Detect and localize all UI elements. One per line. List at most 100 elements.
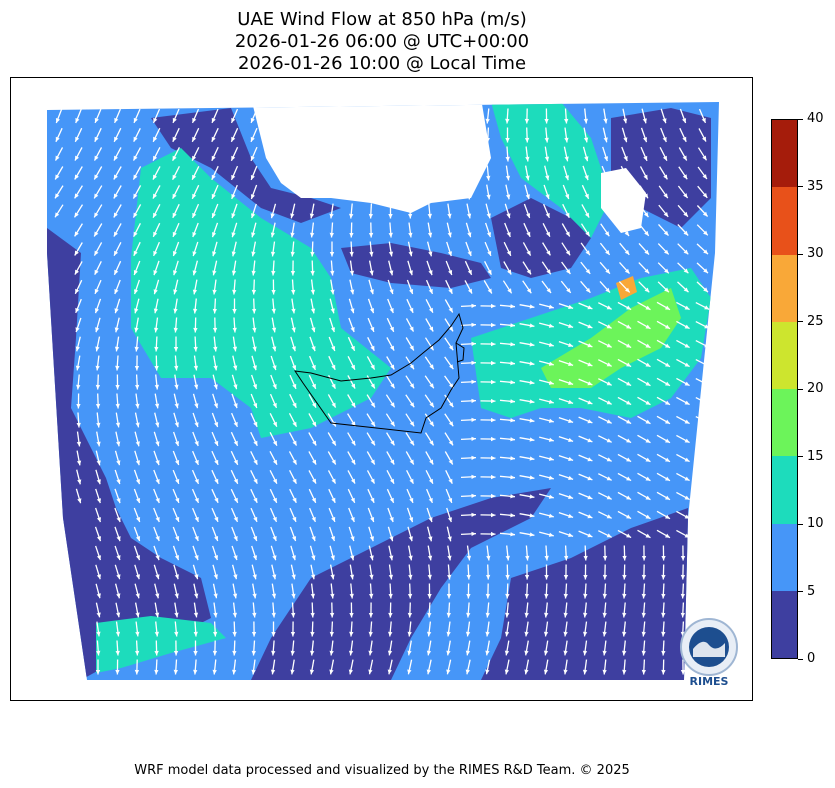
wind-arrow-head (486, 175, 491, 181)
wind-arrow-head (370, 517, 375, 522)
wind-arrow-head (563, 669, 568, 675)
wind-arrow-head (310, 612, 315, 618)
wind-arrow-head (529, 532, 535, 537)
colorbar-tick (798, 321, 803, 322)
wind-arrow-head (702, 174, 707, 179)
wind-arrow-head (487, 269, 492, 275)
wind-arrow-head (388, 251, 394, 257)
wind-arrow-head (447, 536, 452, 542)
wind-arrow-head (74, 193, 79, 199)
wind-arrow-head (192, 174, 197, 180)
map-title-line-2: 2026-01-26 06:00 @ UTC+00:00 (234, 31, 530, 52)
wind-arrow-head (491, 493, 496, 499)
wind-arrow-head (663, 212, 669, 217)
wind-arrow-head (389, 326, 394, 332)
wind-arrow-head (427, 213, 432, 219)
wind-arrow-head (250, 155, 255, 161)
wind-arrow-head (507, 288, 512, 294)
wind-arrow-head (153, 136, 158, 142)
wind-arrow-head (568, 380, 574, 385)
wind-arrow-head (116, 612, 121, 618)
wind-arrow-head (583, 575, 588, 580)
wind-arrow-head (96, 498, 101, 504)
wind-arrow-head (290, 650, 295, 656)
wind-arrow-head (194, 574, 199, 580)
wind-arrow-head (95, 327, 100, 333)
wind-arrow-head (548, 361, 554, 366)
wind-arrow-head (350, 308, 355, 314)
wind-arrow-head (175, 516, 180, 522)
wind-arrow-head (115, 650, 120, 656)
wind-arrow-head (466, 574, 471, 580)
wind-arrow-head (155, 536, 160, 541)
wind-arrow-head (568, 437, 574, 442)
wind-arrow-head (683, 287, 689, 293)
wind-arrow-head (448, 498, 453, 503)
wind-arrow-head (231, 155, 236, 161)
colorbar-tick (798, 186, 803, 187)
wind-arrow-head (505, 175, 511, 181)
wind-arrow-head (428, 517, 433, 523)
wind-arrow-head (407, 631, 412, 637)
wind-arrow-head (272, 346, 277, 352)
wind-arrow-head (487, 250, 492, 256)
wind-arrow-head (94, 136, 99, 142)
wind-arrow-head (548, 437, 554, 442)
wind-arrow-head (172, 212, 177, 218)
wind-arrow-head (370, 497, 375, 503)
wind-arrow-head (471, 474, 476, 479)
wind-arrow-head (683, 268, 689, 274)
wind-arrow-head (544, 575, 549, 580)
wind-arrow-head (368, 213, 373, 219)
wind-arrow-head (310, 593, 315, 599)
wind-arrow-head (74, 250, 79, 256)
wind-arrow-head (602, 669, 607, 675)
wind-arrow-head (329, 213, 334, 219)
wind-arrow-head (311, 327, 316, 333)
wind-arrow-head (663, 193, 668, 199)
wind-arrow-head (211, 213, 216, 218)
wind-arrow-head (270, 232, 275, 238)
wind-arrow-head (506, 232, 511, 237)
wind-arrow-head (271, 290, 276, 295)
wind-arrow-head (194, 536, 199, 541)
wind-arrow-head (75, 136, 80, 142)
wind-arrow-head (409, 517, 414, 523)
wind-arrow-head (510, 361, 515, 366)
wind-arrow-head (662, 137, 667, 142)
wind-arrow-head (369, 593, 374, 599)
wind-arrow-head (645, 476, 651, 481)
wind-arrow-head (192, 289, 198, 295)
wind-arrow-head (135, 612, 140, 618)
wind-arrow-head (606, 400, 612, 405)
wind-arrow-head (192, 193, 197, 199)
wind-arrow-head (583, 612, 588, 618)
wind-arrow-head (526, 250, 531, 256)
wind-arrow-head (447, 574, 452, 580)
wind-arrow-head (133, 136, 138, 142)
map-title-line-1: UAE Wind Flow at 850 hPa (m/s) (237, 9, 527, 30)
wind-arrow-head (154, 403, 160, 409)
wind-arrow-head (665, 495, 670, 500)
wind-arrow-head (231, 270, 237, 276)
wind-arrow-head (429, 402, 434, 408)
wind-arrow-head (525, 194, 530, 200)
wind-arrow-head (683, 193, 688, 198)
wind-arrow-head (626, 381, 632, 386)
wind-arrow-head (491, 398, 496, 404)
wind-arrow-head (447, 517, 452, 523)
wind-arrow-head (446, 669, 451, 675)
colorbar-tick-label: 5 (807, 583, 816, 599)
wind-arrow-head (175, 460, 180, 465)
wind-arrow-head (175, 497, 180, 503)
wind-arrow-head (272, 365, 277, 371)
wind-arrow-head (529, 456, 535, 461)
wind-arrow-head (587, 324, 593, 329)
wind-arrow-head (251, 632, 257, 637)
wind-arrow-head (348, 650, 354, 656)
wind-arrow-head (390, 440, 395, 446)
wind-arrow-head (75, 327, 80, 333)
wind-arrow-head (76, 404, 81, 409)
wind-arrow-head (233, 516, 238, 522)
wind-arrow-head (408, 251, 413, 257)
